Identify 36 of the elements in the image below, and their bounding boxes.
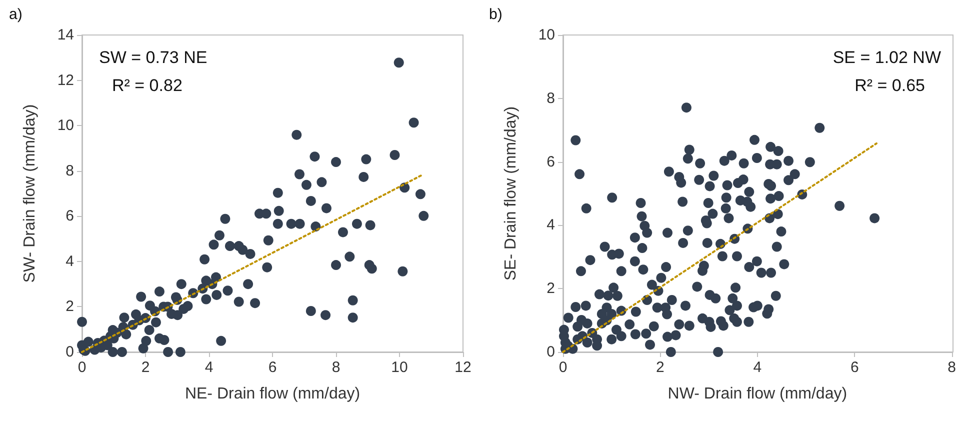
x-tick-label: 0 — [78, 359, 86, 376]
chart-title: a) — [9, 6, 22, 23]
y-tick-label: 10 — [538, 26, 555, 44]
y-tick-label: 4 — [546, 216, 555, 234]
x-tick-label: 0 — [558, 359, 568, 376]
y-tick-label: 2 — [546, 280, 555, 298]
y-tick-label: 6 — [66, 208, 74, 225]
y-tick-label: 12 — [57, 72, 74, 89]
y-tick-label: 10 — [57, 117, 74, 134]
annotation: R² = 0.82 — [112, 76, 182, 95]
x-tick-label: 4 — [204, 359, 214, 376]
x-axis-title: NW- Drain flow (mm/day) — [668, 386, 848, 402]
y-axis-title: SW- Drain flow (mm/day) — [22, 104, 38, 283]
y-tick-label: 2 — [66, 298, 74, 316]
y-tick-label: 0 — [546, 344, 555, 360]
x-tick-label: 4 — [753, 359, 762, 376]
x-tick-label: 10 — [391, 359, 408, 376]
x-tick-label: 8 — [948, 359, 956, 376]
y-tick-label: 6 — [546, 153, 555, 170]
x-tick-label: 12 — [454, 359, 472, 376]
y-tick-label: 14 — [57, 26, 74, 44]
x-tick-label: 8 — [332, 359, 340, 376]
x-tick-label: 2 — [656, 359, 664, 376]
x-tick-label: 2 — [141, 359, 150, 376]
x-tick-label: 6 — [850, 359, 859, 376]
x-tick-label: 6 — [268, 359, 277, 376]
y-axis-title: SE- Drain flow (mm/day) — [502, 106, 520, 281]
chart-title: b) — [489, 6, 502, 23]
annotation: SW = 0.73 NE — [99, 48, 208, 67]
y-tick-label: 4 — [66, 252, 74, 270]
y-tick-label: 8 — [66, 162, 74, 180]
y-tick-label: 0 — [66, 344, 74, 360]
annotation: SE = 1.02 NW — [832, 48, 942, 67]
annotation: R² = 0.65 — [854, 76, 926, 95]
x-axis-title: NE- Drain flow (mm/day) — [184, 386, 360, 402]
y-tick-label: 8 — [546, 90, 555, 107]
